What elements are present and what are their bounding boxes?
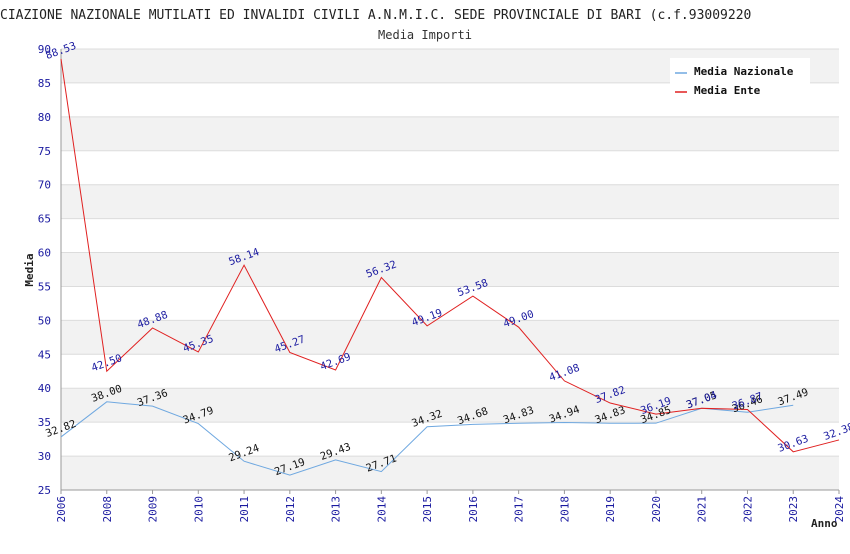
x-tick-label: 2013 [330, 496, 343, 523]
x-tick-label: 2009 [147, 496, 160, 523]
y-tick-label: 90 [38, 43, 51, 56]
chart-subtitle: Media Importi [378, 28, 472, 42]
x-tick-label: 2018 [558, 496, 571, 523]
y-tick-label: 60 [38, 247, 51, 260]
y-tick-label: 50 [38, 314, 51, 327]
grid-bands [61, 49, 839, 490]
x-tick-label: 2008 [101, 496, 114, 523]
series-line-media-nazionale [60, 401, 794, 476]
axes [60, 49, 840, 494]
y-tick-label: 55 [38, 280, 51, 293]
x-tick-label: 2014 [375, 496, 388, 523]
x-tick-labels: 2006 2008 2009 2010 2011 2012 2013 2014 2015 2016… [55, 496, 846, 523]
x-tick-label: 2015 [421, 496, 434, 523]
x-tick-label: 2022 [741, 496, 754, 523]
data-label-media-ente: 32.38 [822, 421, 850, 443]
y-tick-label: 65 [38, 213, 51, 226]
series-lines [60, 58, 840, 476]
x-tick-label: 2011 [238, 496, 251, 523]
grid-band [61, 456, 839, 490]
y-tick-label: 45 [38, 348, 51, 361]
y-tick-label: 70 [38, 179, 51, 192]
y-tick-label: 80 [38, 111, 51, 124]
x-tick-label: 2023 [787, 496, 800, 523]
x-tick-label: 2016 [467, 496, 480, 523]
y-tick-label: 30 [38, 450, 51, 463]
series-line-media-ente [60, 58, 840, 453]
x-tick-label: 2024 [833, 496, 846, 523]
grid-band [61, 388, 839, 423]
grid-band [61, 252, 839, 287]
y-tick-label: 85 [38, 77, 51, 90]
y-axis-label: Media [23, 253, 36, 286]
x-axis-label: Anno [811, 517, 838, 530]
legend: Media Nazionale Media Ente [670, 58, 810, 102]
grid-band [61, 184, 839, 219]
y-tick-label: 35 [38, 416, 51, 429]
y-tick-label: 75 [38, 145, 51, 158]
x-tick-label: 2020 [650, 496, 663, 523]
x-tick-label: 2012 [284, 496, 297, 523]
grid-band [61, 320, 839, 355]
legend-label-media-nazionale: Media Nazionale [694, 65, 794, 78]
x-tick-label: 2006 [55, 496, 68, 523]
x-tick-label: 2019 [604, 496, 617, 523]
legend-label-media-ente: Media Ente [694, 84, 761, 97]
x-tick-label: 2010 [192, 496, 205, 523]
y-tick-label: 25 [38, 484, 51, 497]
legend-box [670, 58, 810, 102]
y-tick-label: 40 [38, 382, 51, 395]
chart-title: CIAZIONE NAZIONALE MUTILATI ED INVALIDI … [0, 8, 751, 23]
grid-lines [61, 48, 839, 491]
x-tick-label: 2021 [696, 496, 709, 523]
y-tick-labels: 25 30 35 40 45 50 55 60 65 70 75 80 85 90 [38, 43, 51, 497]
x-tick-label: 2017 [513, 496, 526, 523]
grid-band [61, 116, 839, 151]
